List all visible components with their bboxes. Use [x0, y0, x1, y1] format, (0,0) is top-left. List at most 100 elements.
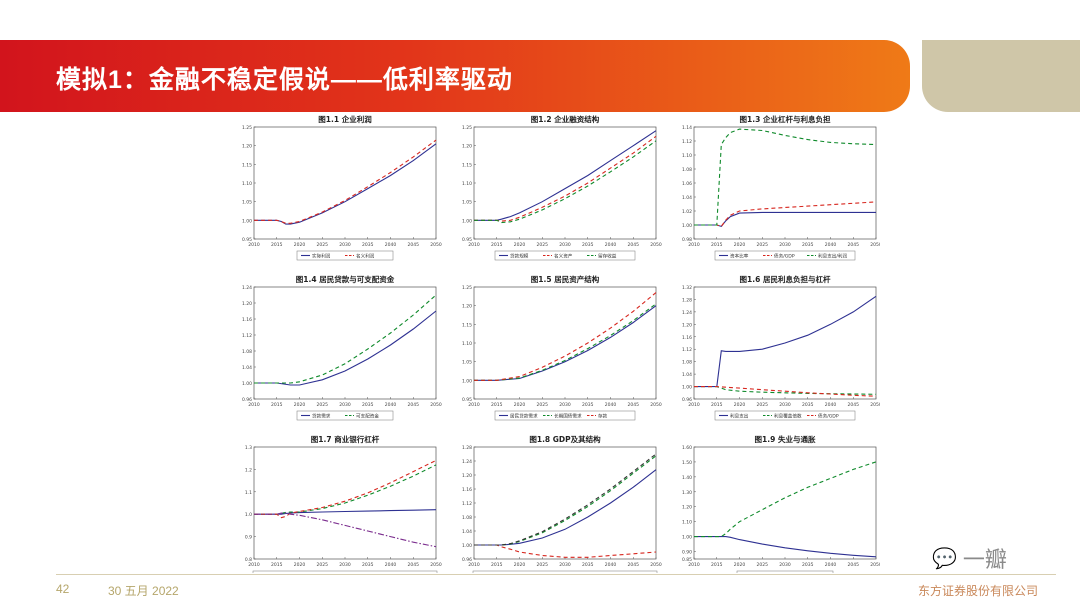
x-tick-label: 2035: [582, 242, 594, 248]
x-tick-label: 2020: [514, 562, 526, 568]
y-tick-label: 1.00: [462, 543, 472, 549]
y-tick-label: 1.00: [682, 535, 692, 541]
x-tick-label: 2025: [317, 402, 329, 408]
x-tick-label: 2040: [385, 242, 397, 248]
y-tick-label: 0.85: [682, 557, 692, 563]
chart-1: 图1.1 企业利润 0.95 1.00 1.05 1.10 1.15 1.20 1.25 201…: [242, 114, 442, 261]
x-tick-label: 2040: [825, 402, 837, 408]
x-tick-label: 2010: [248, 242, 260, 248]
x-tick-label: 2035: [802, 402, 814, 408]
legend-label: 留存收益: [598, 253, 617, 260]
y-tick-label: 0.98: [682, 237, 692, 243]
y-tick-label: 1.20: [462, 144, 472, 150]
chart-8: 图1.8 GDP及其结构 0.96 1.00 1.04 1.08 1.12 1.16 1.20…: [462, 434, 662, 573]
y-tick-label: 1.00: [242, 218, 252, 224]
x-tick-label: 2035: [362, 402, 374, 408]
x-tick-label: 2020: [734, 562, 746, 568]
y-tick-label: 0.95: [462, 397, 472, 403]
x-tick-label: 2015: [271, 562, 283, 568]
x-tick-label: 2050: [430, 402, 442, 408]
x-tick-label: 2035: [582, 402, 594, 408]
y-tick-label: 1.12: [682, 347, 692, 353]
series-line: [694, 211, 876, 228]
legend-box: [714, 410, 856, 421]
y-tick-label: 1.25: [462, 125, 472, 131]
y-tick-label: 1.28: [682, 297, 692, 303]
chart-title: 图1.4 居民贷款与可支配资金: [296, 274, 395, 284]
chart-grid: 图1.1 企业利润 0.95 1.00 1.05 1.10 1.15 1.20 1.25 201…: [230, 113, 880, 573]
y-tick-label: 1.00: [462, 218, 472, 224]
series-line: [474, 455, 657, 546]
y-tick-label: 1.20: [462, 304, 472, 310]
series-line: [254, 459, 437, 519]
y-tick-label: 1.2: [245, 467, 252, 473]
y-tick-label: 1.10: [682, 153, 692, 159]
legend-label: 贷款规模: [510, 253, 529, 260]
y-tick-label: 1.00: [242, 381, 252, 387]
y-tick-label: 1.06: [682, 181, 692, 187]
x-tick-label: 2040: [825, 562, 837, 568]
y-tick-label: 1.02: [682, 209, 692, 215]
charts-svg: 图1.1 企业利润 0.95 1.00 1.05 1.10 1.15 1.20 1.25 201…: [242, 114, 880, 573]
series-line: [694, 461, 877, 538]
y-tick-label: 1.20: [682, 505, 692, 511]
watermark: 💬 一瓣: [932, 540, 1072, 576]
footer-divider: [56, 574, 1056, 575]
x-tick-label: 2025: [537, 562, 549, 568]
chat-bubble-icon: 💬: [932, 547, 957, 570]
x-tick-label: 2010: [468, 562, 480, 568]
series-line: [474, 135, 657, 222]
y-tick-label: 1.24: [682, 310, 692, 316]
x-tick-label: 2015: [711, 562, 723, 568]
legend-box: [494, 250, 636, 261]
y-tick-label: 0.95: [462, 237, 472, 243]
y-tick-label: 1.04: [242, 365, 252, 371]
x-tick-label: 2030: [559, 242, 571, 248]
x-tick-label: 2015: [491, 402, 503, 408]
legend-label: 实际利润: [312, 253, 331, 260]
plot-frame: [473, 126, 657, 240]
chart-9: 图1.9 失业与通胀 0.850.90 1.00 1.10 1.20 1.30 1.40 1.…: [682, 434, 880, 573]
y-tick-label: 0.96: [462, 557, 472, 563]
x-tick-label: 2025: [757, 242, 769, 248]
x-tick-label: 2020: [294, 562, 306, 568]
series-line: [474, 292, 657, 381]
x-tick-label: 2010: [248, 402, 260, 408]
chart-title: 图1.6 居民利息负担与杠杆: [740, 274, 831, 284]
y-tick-label: 1.04: [682, 195, 692, 201]
legend-label: 利息支出: [730, 413, 749, 420]
x-tick-label: 2035: [802, 242, 814, 248]
title-bar: [0, 40, 910, 112]
x-tick-label: 2040: [605, 562, 617, 568]
x-tick-label: 2045: [628, 242, 640, 248]
y-tick-label: 1.25: [242, 125, 252, 131]
x-tick-label: 2045: [628, 562, 640, 568]
x-tick-label: 2030: [339, 402, 351, 408]
chart-4: 图1.4 居民贷款与可支配资金 0.96 1.00 1.04 1.08 1.12 1.16 1…: [242, 274, 442, 421]
y-tick-label: 1.20: [682, 322, 692, 328]
series-line: [694, 536, 877, 558]
x-tick-label: 2040: [385, 562, 397, 568]
x-tick-label: 2050: [430, 242, 442, 248]
y-tick-label: 1.28: [462, 445, 472, 451]
x-tick-label: 2045: [848, 242, 860, 248]
y-tick-label: 1.04: [462, 529, 472, 535]
y-tick-label: 1.00: [462, 378, 472, 384]
y-tick-label: 1.3: [245, 445, 252, 451]
y-tick-label: 1.50: [682, 460, 692, 466]
x-tick-label: 2035: [362, 242, 374, 248]
x-tick-label: 2050: [870, 242, 880, 248]
y-tick-label: 1.16: [242, 317, 252, 323]
chart-title: 图1.5 居民资产结构: [531, 274, 600, 284]
corner-decoration: [922, 40, 1080, 112]
y-tick-label: 1.15: [462, 162, 472, 168]
x-tick-label: 2045: [628, 402, 640, 408]
series-line: [254, 512, 437, 548]
y-tick-label: 1.08: [682, 167, 692, 173]
legend-label: 存款: [598, 413, 608, 420]
x-tick-label: 2010: [688, 242, 700, 248]
x-tick-label: 2045: [408, 562, 420, 568]
plot-frame: [473, 286, 657, 400]
x-tick-label: 2050: [650, 402, 662, 408]
series-line: [474, 130, 657, 221]
